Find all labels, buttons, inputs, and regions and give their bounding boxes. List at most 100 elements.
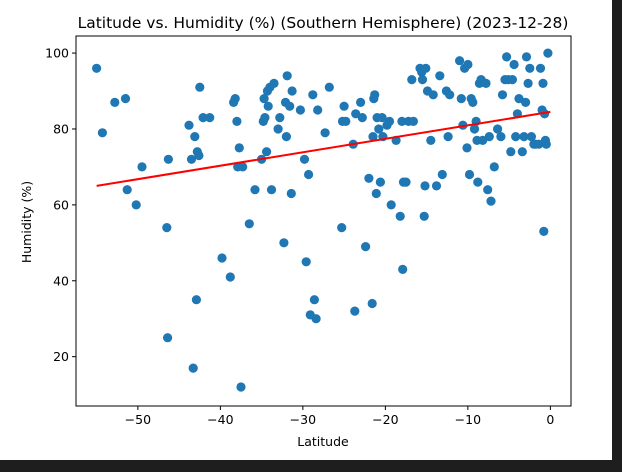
data-point [309, 295, 319, 305]
data-point [232, 116, 242, 126]
data-point [341, 116, 351, 126]
x-tick-label: 0 [546, 412, 554, 427]
data-point [517, 147, 527, 157]
data-point [188, 363, 198, 373]
scatter-chart: Latitude vs. Humidity (%) (Southern Hemi… [19, 14, 572, 449]
chart-figure: Latitude vs. Humidity (%) (Southern Hemi… [0, 0, 612, 460]
data-point [282, 71, 292, 81]
data-point [308, 90, 318, 100]
data-point [535, 63, 546, 73]
data-point [364, 173, 374, 183]
data-point [507, 75, 517, 85]
data-point [386, 200, 396, 210]
data-point [538, 78, 548, 88]
data-point [525, 63, 535, 73]
data-point [230, 94, 240, 104]
data-point [234, 143, 244, 153]
plot-frame [75, 35, 572, 407]
data-point [481, 78, 491, 88]
data-point [361, 242, 371, 252]
data-point [493, 124, 503, 134]
data-point [304, 169, 314, 180]
data-point [463, 59, 473, 70]
data-point [279, 238, 289, 248]
data-point [273, 124, 283, 134]
data-point [539, 226, 549, 236]
data-point [186, 154, 197, 164]
x-axis-label: Latitude [297, 434, 349, 449]
data-point [162, 223, 172, 233]
data-point [511, 132, 521, 142]
y-axis-label: Humidity (%) [19, 181, 34, 263]
data-point [462, 143, 472, 153]
data-point [375, 177, 385, 187]
y-tick-label: 20 [53, 349, 69, 364]
x-tick-label: −10 [455, 412, 481, 427]
data-point [397, 116, 407, 126]
data-point [275, 113, 285, 123]
data-point [236, 382, 246, 392]
data-point [509, 59, 519, 70]
data-point [523, 78, 533, 88]
data-point [431, 181, 442, 191]
data-point [497, 90, 508, 100]
data-point [368, 132, 378, 142]
data-point [263, 101, 273, 111]
data-point [419, 211, 429, 221]
y-tick-label: 80 [53, 121, 69, 136]
chart-title: Latitude vs. Humidity (%) (Southern Hemi… [78, 14, 569, 32]
data-point [299, 154, 310, 164]
y-tick-label: 100 [45, 46, 69, 61]
data-point [184, 120, 194, 130]
data-point [395, 211, 405, 221]
data-point [437, 169, 447, 180]
data-point [357, 113, 367, 123]
x-tick-label: −40 [207, 412, 233, 427]
data-point [370, 90, 380, 100]
data-point [398, 264, 408, 274]
data-point [163, 154, 173, 164]
data-point [455, 56, 465, 66]
data-point [401, 177, 411, 187]
data-point [371, 188, 381, 199]
data-point [195, 82, 205, 92]
data-point [484, 132, 494, 142]
data-point [287, 86, 297, 96]
data-point [120, 94, 131, 104]
data-point [244, 219, 254, 229]
data-point [374, 124, 384, 134]
data-point [110, 97, 120, 107]
data-point [443, 132, 453, 142]
data-point [97, 128, 107, 138]
data-point [486, 196, 496, 206]
data-point [420, 181, 430, 191]
y-tick-label: 60 [53, 197, 69, 212]
data-point [473, 177, 483, 187]
data-point [426, 135, 436, 145]
data-point [435, 71, 445, 81]
data-point [541, 139, 551, 149]
data-point [428, 90, 438, 100]
data-point [266, 185, 277, 195]
data-point [205, 113, 215, 123]
data-point [526, 132, 537, 142]
data-point [407, 75, 417, 85]
x-tick-label: −20 [372, 412, 398, 427]
data-point [286, 188, 296, 199]
data-point [122, 185, 132, 195]
data-point [483, 185, 493, 195]
data-point [198, 113, 208, 123]
data-point [502, 52, 512, 62]
data-point [356, 97, 366, 107]
x-tick-label: −50 [125, 412, 151, 427]
data-point [225, 272, 235, 282]
y-tick-label: 40 [53, 273, 69, 288]
data-point [262, 147, 272, 157]
data-point [521, 52, 532, 62]
data-point [324, 82, 334, 92]
data-point [417, 75, 428, 85]
data-point [456, 94, 466, 104]
data-point [408, 116, 418, 126]
x-tick-label: −30 [290, 412, 316, 427]
data-point [337, 223, 347, 233]
